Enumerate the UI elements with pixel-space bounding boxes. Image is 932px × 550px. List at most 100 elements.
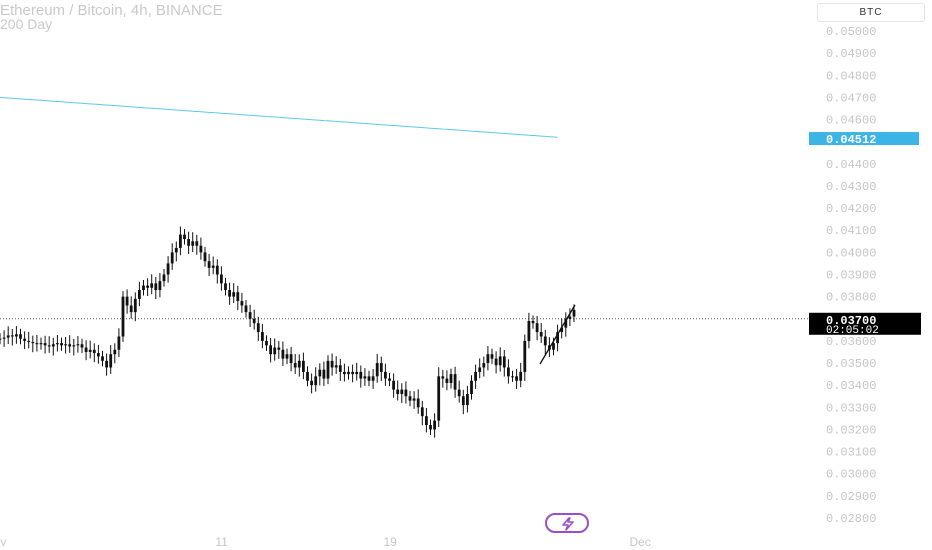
y-tick-label: 0.04300 (826, 180, 876, 194)
candle-body (289, 354, 293, 364)
candle-body (490, 354, 494, 359)
y-tick-label: 0.04400 (826, 158, 876, 172)
candle-body (445, 378, 449, 383)
candle-body (351, 371, 354, 375)
y-tick-label: 0.03200 (826, 423, 876, 437)
candle-body (539, 332, 543, 337)
candle-body (338, 365, 342, 372)
x-axis: Nov 11 19 Dec (0, 535, 651, 549)
candle-body (179, 234, 182, 248)
candle-body (269, 345, 272, 355)
countdown-text: 02:05:02 (826, 325, 879, 337)
candle-body (240, 301, 244, 306)
candle-body (2, 337, 6, 339)
candle-body (68, 344, 72, 347)
candle-body (97, 353, 100, 357)
candle-body (150, 283, 154, 288)
candle-body (466, 394, 469, 406)
candles (0, 226, 576, 438)
candle-body (293, 363, 297, 368)
candle-body (146, 285, 149, 288)
candle-body (535, 323, 539, 333)
candle-body (31, 342, 35, 344)
candle-body (117, 336, 121, 350)
candle-body (80, 344, 84, 348)
candle-body (367, 376, 371, 381)
y-tick-label: 0.03100 (826, 446, 876, 460)
x-tick-label: Dec (630, 535, 651, 549)
indicator-label: 200 Day (0, 16, 53, 32)
candle-body (453, 374, 457, 390)
trend-line-drawing[interactable] (539, 304, 576, 365)
y-tick-label: 0.04600 (826, 114, 876, 128)
candle-body (174, 247, 178, 253)
candle-body (220, 274, 223, 284)
candle-body (515, 376, 518, 381)
chart-title: Ethereum / Bitcoin, 4h, BINANCE (0, 2, 223, 19)
candle-body (273, 347, 277, 355)
candle-body (256, 323, 260, 333)
candle-body (23, 338, 26, 341)
candle-body (84, 347, 88, 352)
candle-body (166, 263, 170, 275)
candle-body (416, 398, 420, 408)
current-price-text: 0.03700 (826, 314, 876, 328)
y-tick-label: 0.03900 (826, 269, 876, 283)
ma-200-line (0, 96, 558, 138)
y-tick-label: 0.02800 (826, 512, 876, 526)
y-tick-label: 0.02900 (826, 490, 876, 504)
candle-body (277, 347, 281, 350)
candle-body (232, 292, 236, 297)
candle-body (347, 371, 350, 375)
candle-body (211, 265, 215, 268)
candle-body (56, 343, 59, 345)
x-tick-label: 19 (384, 535, 398, 549)
candle-body (461, 396, 465, 406)
candle-body (457, 389, 461, 397)
candle-body (281, 349, 285, 359)
candle-body (248, 312, 252, 319)
candle-body (105, 360, 108, 368)
candle-body (302, 360, 305, 372)
candle-body (129, 305, 133, 313)
candle-body (412, 398, 416, 401)
candle-body (101, 356, 104, 361)
candle-body (15, 334, 18, 337)
current-price-tag: 0.03700 02:05:02 (809, 312, 921, 337)
candle-body (523, 340, 527, 372)
currency-button[interactable]: BTC (817, 3, 925, 22)
candle-body (27, 340, 31, 343)
candle-body (556, 332, 559, 344)
candle-body (142, 285, 145, 290)
candle-body (138, 289, 141, 299)
candle-body (519, 371, 523, 381)
y-tick-label: 0.03800 (826, 291, 876, 305)
candle-body (379, 363, 383, 372)
x-tick-label: Nov (0, 535, 6, 549)
candle-body (527, 320, 531, 341)
candle-body (441, 376, 445, 379)
ma-value-text: 0.04512 (826, 133, 876, 147)
candle-body (60, 343, 63, 346)
candle-body (371, 376, 375, 381)
candle-body (183, 234, 186, 240)
candle-body (35, 343, 39, 345)
candle-body (330, 360, 334, 368)
candle-body (125, 296, 129, 306)
y-tick-label: 0.04800 (826, 69, 876, 83)
candle-body (236, 292, 240, 302)
candle-body (215, 265, 219, 275)
candle-body (355, 371, 359, 375)
candle-body (47, 345, 51, 347)
candle-body (162, 274, 166, 282)
candle-body (568, 316, 572, 319)
candle-body (207, 261, 211, 268)
candle-body (244, 305, 248, 313)
candle-body (552, 343, 555, 350)
candle-body (560, 327, 564, 333)
candle-body (449, 374, 453, 383)
y-tick-label: 0.03300 (826, 401, 876, 415)
candle-body (363, 376, 367, 379)
candle-body (359, 371, 363, 379)
